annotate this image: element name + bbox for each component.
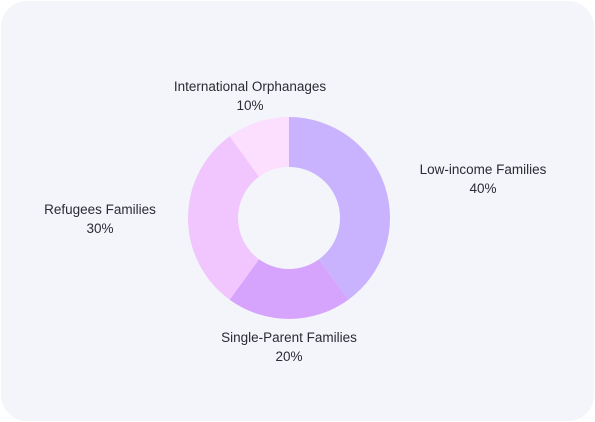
slice-label-single-parent-value: 20% <box>275 349 303 364</box>
slice-label-refugees-value: 30% <box>86 221 114 236</box>
slice-label-refugees: Refugees Families 30% <box>34 200 166 238</box>
slice-label-low-income-value: 40% <box>469 181 497 196</box>
slice-label-orphanages: International Orphanages 10% <box>158 77 342 115</box>
slice-label-low-income-name: Low-income Families <box>419 162 547 177</box>
slice-single-parent <box>229 259 349 319</box>
slice-label-single-parent-name: Single-Parent Families <box>221 330 357 345</box>
slice-refugees <box>187 136 260 300</box>
slice-label-orphanages-name: International Orphanages <box>173 79 327 94</box>
slice-label-orphanages-value: 10% <box>236 98 264 113</box>
donut-slices <box>187 117 390 319</box>
slice-label-single-parent: Single-Parent Families 20% <box>209 328 369 366</box>
slice-label-low-income: Low-income Families 40% <box>412 160 554 198</box>
slice-label-refugees-name: Refugees Families <box>44 202 156 217</box>
slice-orphanages <box>229 117 289 177</box>
slice-low-income <box>289 117 390 300</box>
